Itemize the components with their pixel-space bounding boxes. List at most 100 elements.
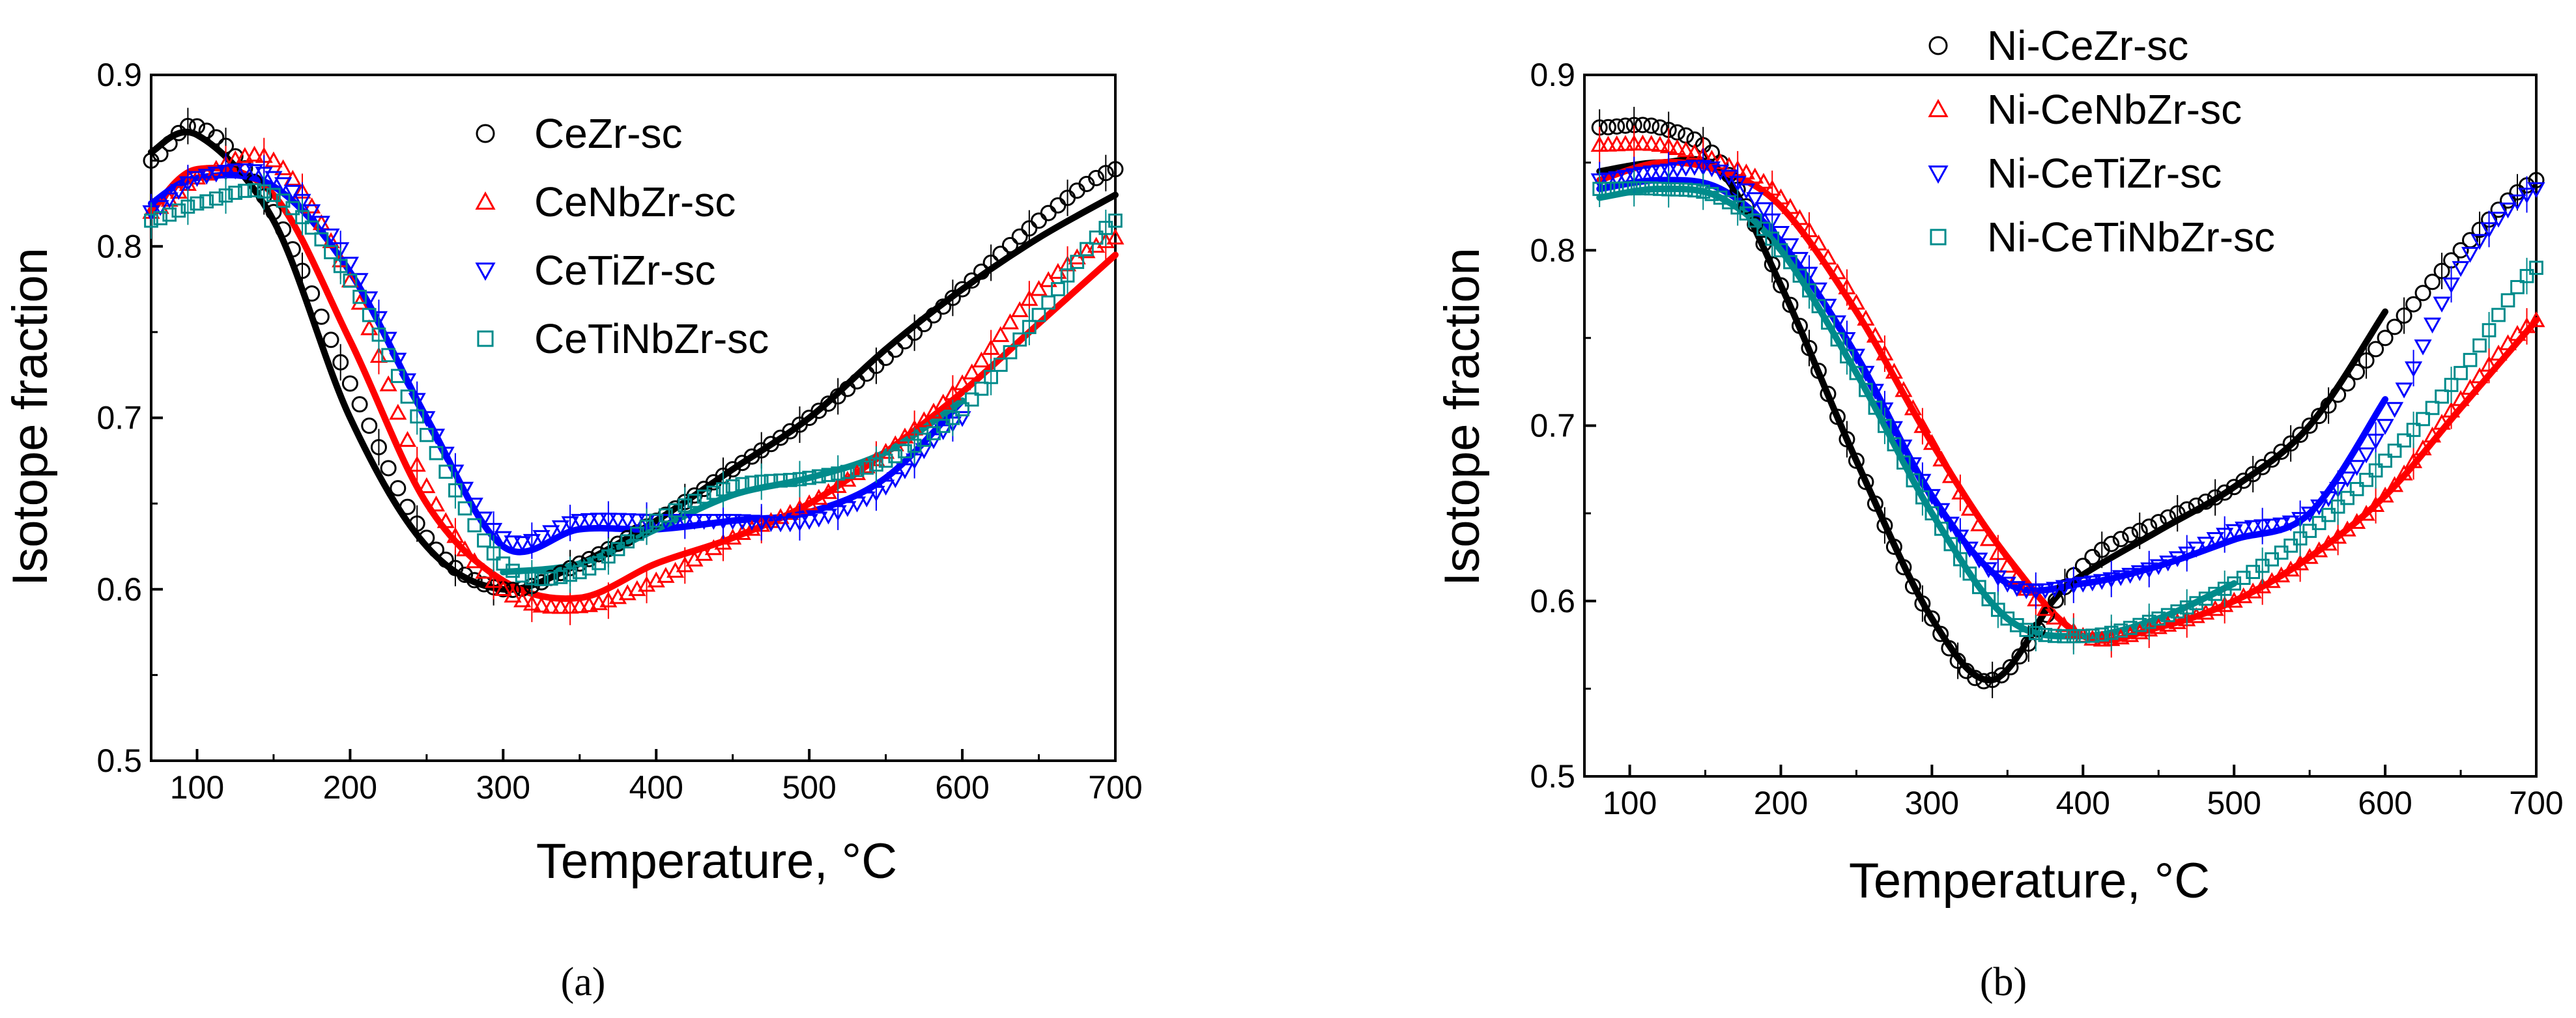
data-point	[984, 370, 998, 384]
data-point	[2093, 574, 2111, 590]
data-point	[208, 129, 225, 146]
data-point	[2424, 317, 2442, 333]
data-point	[1857, 309, 1875, 326]
data-point	[236, 163, 254, 180]
data-point	[2442, 277, 2461, 294]
data-point	[1608, 171, 1626, 188]
data-point	[542, 597, 560, 614]
data-point	[773, 473, 788, 488]
data-point	[351, 396, 368, 413]
data-point	[762, 516, 780, 532]
data-point	[494, 580, 512, 597]
data-point	[515, 568, 530, 583]
data-point	[2508, 194, 2526, 211]
legend-marker	[1928, 98, 1949, 117]
data-point	[1820, 386, 1837, 403]
data-point	[953, 374, 971, 391]
data-points-b	[1590, 107, 2545, 698]
data-point	[925, 307, 942, 324]
data-point	[2310, 499, 2328, 516]
data-point	[1029, 279, 1048, 296]
data-point	[2425, 401, 2440, 416]
data-point	[371, 327, 386, 342]
data-point	[2046, 582, 2064, 598]
data-point	[1608, 135, 1626, 152]
data-point	[1754, 202, 1773, 218]
data-point	[1728, 176, 1747, 192]
data-point	[1781, 198, 1799, 214]
data-point	[2282, 435, 2299, 452]
data-point	[2300, 506, 2319, 523]
data-point	[485, 572, 503, 588]
data-point	[238, 184, 252, 198]
data-point	[1904, 578, 1921, 595]
data-point	[2433, 262, 2450, 279]
data-point	[2076, 629, 2091, 643]
chart-panel-b: 100 200 300 400 500 600 700 0.5 0.6 0.7 0.8 0.9 Ni-…	[1435, 22, 2564, 1004]
data-point	[790, 515, 809, 532]
data-point	[475, 563, 493, 579]
data-point	[207, 166, 225, 183]
x-tick-label: 400	[629, 769, 683, 806]
data-point	[199, 194, 214, 209]
data-point	[2482, 323, 2497, 337]
data-point	[2282, 515, 2300, 531]
data-point	[532, 597, 551, 613]
data-point	[1001, 236, 1018, 253]
x-tick-label: 700	[2509, 785, 2563, 821]
data-point	[246, 173, 263, 190]
data-point	[247, 183, 262, 197]
x-tick-label: 400	[2056, 785, 2110, 821]
data-point	[180, 199, 195, 214]
data-point	[1970, 552, 1988, 569]
data-point	[924, 403, 943, 419]
data-point	[887, 341, 904, 358]
y-tick-label: 0.5	[96, 742, 142, 779]
data-point	[144, 213, 158, 228]
data-point	[1809, 234, 1828, 251]
data-point	[1106, 228, 1124, 245]
y-tick-label: 0.7	[96, 400, 142, 436]
data-point	[2387, 444, 2402, 458]
data-point	[2302, 524, 2317, 538]
data-point	[1651, 164, 1669, 181]
data-point	[1829, 408, 1846, 425]
data-point	[869, 457, 883, 472]
data-point	[341, 375, 358, 392]
data-point	[2208, 586, 2223, 601]
data-point	[1849, 365, 1864, 380]
data-point	[1643, 117, 1660, 134]
y-tick-label: 0.7	[1530, 408, 1575, 444]
data-point	[2480, 356, 2498, 372]
data-point	[1941, 640, 1958, 657]
data-point	[668, 503, 683, 518]
data-point	[2187, 541, 2205, 558]
data-point	[456, 540, 474, 557]
data-point	[2461, 378, 2480, 395]
data-point	[1993, 667, 2010, 684]
data-point	[2083, 575, 2102, 592]
data-point	[1609, 181, 1624, 196]
data-point	[2028, 626, 2043, 640]
data-point	[1885, 362, 1903, 379]
data-point	[2104, 625, 2119, 640]
data-point	[1599, 119, 1616, 135]
data-point	[446, 527, 465, 543]
data-point	[2055, 580, 2073, 596]
legend-label: CeTiZr-sc	[534, 247, 715, 294]
axis-ticks-a: 100 200 300 400 500 600 700 0.5 0.6 0.7 0.8 0.9	[96, 57, 1142, 806]
x-tick-label: 200	[1754, 785, 1808, 821]
data-point	[888, 449, 903, 464]
data-point	[1857, 474, 1874, 490]
data-point	[915, 411, 933, 427]
y-tick-label: 0.8	[1530, 232, 1575, 268]
data-point	[1746, 192, 1764, 208]
data-point	[1984, 672, 2001, 688]
data-point	[227, 148, 244, 165]
data-point	[1923, 434, 1941, 450]
data-point	[2461, 247, 2480, 263]
data-point	[800, 514, 818, 530]
data-point	[1941, 467, 1960, 483]
data-point	[370, 439, 387, 456]
data-point	[886, 472, 904, 488]
